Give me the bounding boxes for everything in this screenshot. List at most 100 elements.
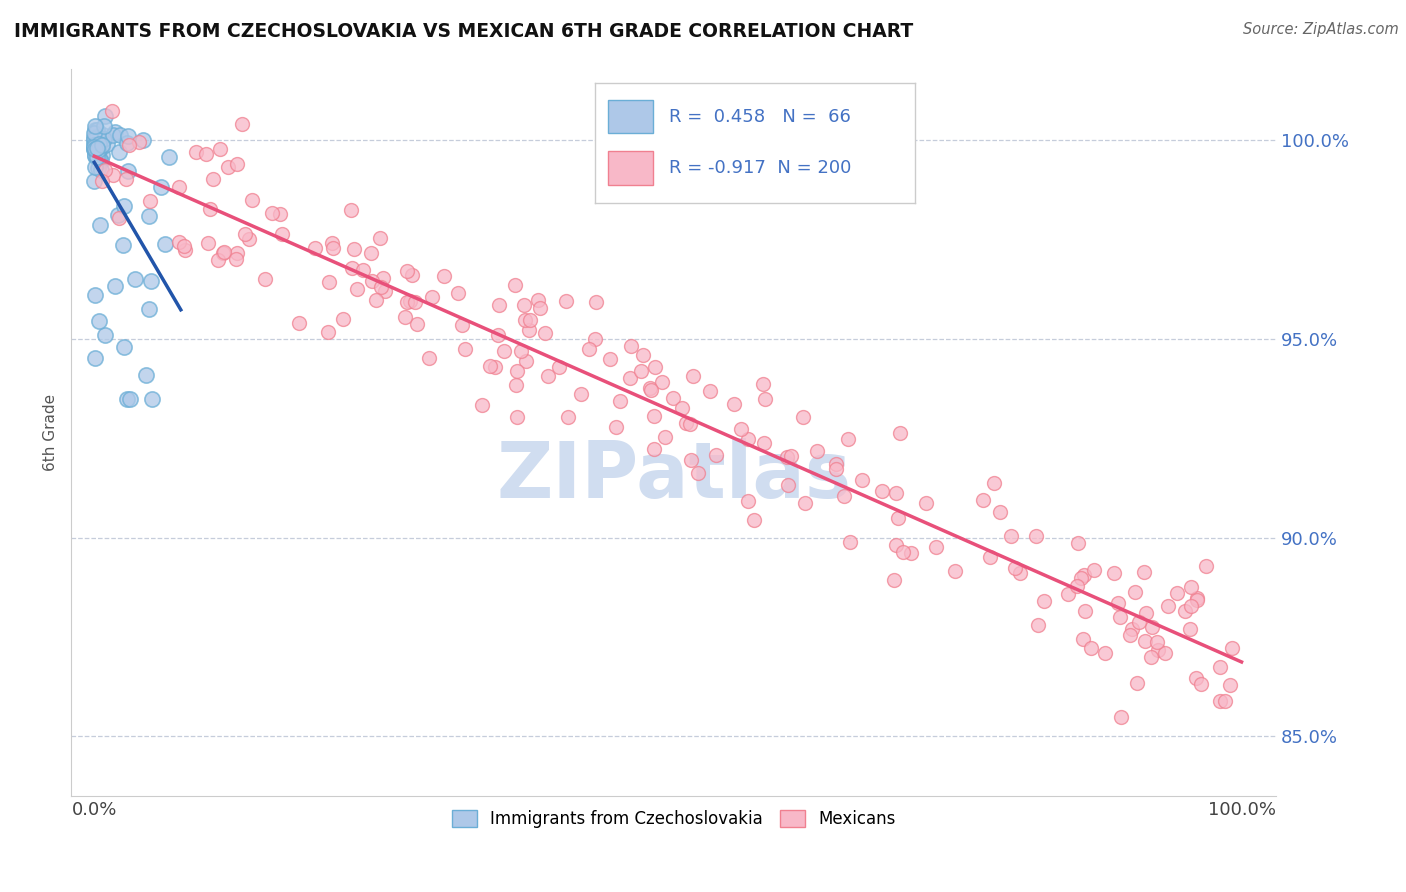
Point bbox=[107, 208, 129, 222]
Point bbox=[209, 142, 232, 156]
Point bbox=[605, 419, 627, 434]
Point bbox=[915, 496, 938, 510]
Point bbox=[231, 117, 253, 131]
Point bbox=[262, 206, 284, 220]
Point bbox=[515, 313, 537, 327]
Point bbox=[86, 123, 108, 137]
Point bbox=[91, 139, 114, 153]
Point bbox=[332, 311, 354, 326]
Point bbox=[1189, 677, 1212, 691]
Point bbox=[167, 235, 190, 249]
Point bbox=[806, 443, 828, 458]
Point bbox=[197, 236, 219, 251]
Point bbox=[118, 137, 141, 152]
Point bbox=[186, 145, 208, 159]
Point bbox=[83, 140, 105, 154]
Point bbox=[679, 452, 702, 467]
Point bbox=[93, 109, 115, 123]
Point bbox=[506, 364, 529, 378]
Point bbox=[117, 164, 139, 178]
Point bbox=[1102, 566, 1125, 580]
Point bbox=[1128, 615, 1150, 629]
Point bbox=[115, 136, 138, 150]
Point bbox=[704, 448, 727, 462]
Point bbox=[1025, 529, 1047, 543]
Point bbox=[510, 344, 533, 359]
Point bbox=[526, 293, 548, 307]
Point bbox=[364, 293, 387, 308]
Point bbox=[120, 392, 142, 406]
Point bbox=[1157, 599, 1180, 614]
Point bbox=[83, 133, 105, 147]
Point bbox=[108, 211, 131, 225]
Point bbox=[884, 538, 907, 552]
Point bbox=[340, 203, 363, 218]
Point bbox=[138, 302, 160, 317]
Point bbox=[238, 231, 260, 245]
Point bbox=[406, 318, 429, 332]
Point bbox=[226, 246, 249, 260]
Point bbox=[94, 162, 117, 177]
Legend: Immigrants from Czechoslovakia, Mexicans: Immigrants from Czechoslovakia, Mexicans bbox=[446, 804, 903, 835]
Point bbox=[1174, 604, 1197, 618]
Point bbox=[90, 163, 112, 178]
Point bbox=[83, 143, 105, 157]
Point bbox=[83, 135, 105, 149]
Point bbox=[837, 433, 859, 447]
Point bbox=[640, 383, 662, 397]
Point bbox=[1185, 671, 1208, 685]
Point bbox=[679, 417, 702, 431]
Point bbox=[83, 160, 105, 174]
Point bbox=[486, 327, 509, 342]
Point bbox=[503, 277, 526, 292]
Point bbox=[1140, 650, 1163, 665]
Point bbox=[84, 142, 107, 156]
Y-axis label: 6th Grade: 6th Grade bbox=[44, 393, 58, 471]
Point bbox=[470, 398, 492, 412]
Point bbox=[662, 392, 685, 406]
Point bbox=[84, 123, 107, 137]
Point bbox=[418, 351, 440, 365]
Point bbox=[83, 351, 105, 365]
Point bbox=[404, 294, 426, 309]
Point bbox=[96, 137, 118, 152]
Point bbox=[112, 199, 135, 213]
Point bbox=[84, 136, 107, 151]
Point bbox=[1010, 566, 1032, 581]
Point bbox=[1109, 710, 1132, 724]
Point bbox=[1209, 660, 1232, 674]
Point bbox=[150, 180, 173, 194]
Point bbox=[124, 271, 146, 285]
Point bbox=[891, 545, 914, 559]
Point bbox=[89, 314, 111, 328]
Point bbox=[271, 227, 294, 242]
Point bbox=[754, 392, 776, 406]
Point bbox=[643, 442, 665, 457]
Point bbox=[839, 535, 862, 549]
Point bbox=[1142, 620, 1164, 634]
Point bbox=[737, 432, 759, 446]
Point bbox=[135, 368, 157, 383]
Point bbox=[776, 450, 799, 465]
Point bbox=[824, 458, 846, 472]
Point bbox=[360, 246, 382, 260]
Point bbox=[983, 476, 1005, 491]
Point bbox=[737, 493, 759, 508]
Point bbox=[398, 293, 420, 308]
Point bbox=[1209, 694, 1232, 708]
Point bbox=[104, 125, 127, 139]
Point bbox=[578, 342, 600, 356]
Point bbox=[752, 376, 775, 391]
Point bbox=[138, 209, 160, 223]
Point bbox=[128, 136, 150, 150]
Point bbox=[792, 409, 814, 424]
Point bbox=[484, 359, 506, 374]
Point bbox=[794, 496, 817, 510]
Point bbox=[87, 131, 110, 145]
Point bbox=[346, 282, 368, 296]
Point bbox=[1180, 622, 1202, 636]
Point bbox=[779, 449, 801, 463]
Point bbox=[1220, 641, 1243, 656]
Point bbox=[454, 342, 477, 356]
Point bbox=[778, 478, 800, 492]
